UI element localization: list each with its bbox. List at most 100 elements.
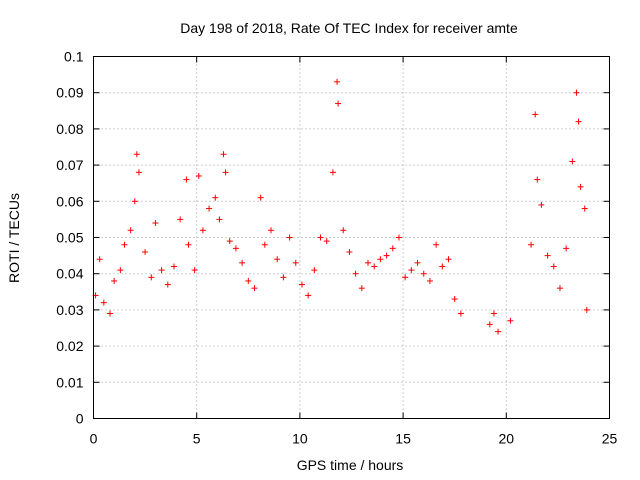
data-point: [127, 227, 134, 234]
data-point: [528, 241, 535, 248]
data-point: [239, 259, 246, 266]
data-point: [457, 310, 464, 317]
y-tick-label: 0.09: [56, 85, 83, 101]
data-point: [245, 277, 252, 284]
data-point: [420, 270, 427, 277]
data-point: [280, 274, 287, 281]
x-tick-label: 25: [602, 431, 618, 447]
data-point: [133, 151, 140, 158]
data-point: [206, 205, 213, 212]
y-tick-label: 0.08: [56, 121, 83, 137]
data-point: [195, 172, 202, 179]
data-point: [445, 256, 452, 263]
data-point: [329, 169, 336, 176]
data-point: [216, 216, 223, 223]
data-point: [170, 263, 177, 270]
y-tick-label: 0.06: [56, 193, 83, 209]
data-point: [408, 267, 415, 274]
data-point: [575, 118, 582, 125]
data-point: [298, 281, 305, 288]
data-point: [121, 241, 128, 248]
data-point: [534, 176, 541, 183]
y-tick-label: 0: [76, 411, 84, 427]
data-point: [257, 194, 264, 201]
data-point: [323, 238, 330, 245]
data-point: [486, 321, 493, 328]
data-point: [507, 317, 514, 324]
grid-lines: [93, 56, 610, 419]
data-point: [164, 281, 171, 288]
data-point: [96, 256, 103, 263]
data-point: [111, 277, 118, 284]
data-point: [538, 201, 545, 208]
data-point: [183, 176, 190, 183]
data-point: [199, 227, 206, 234]
data-point: [358, 285, 365, 292]
data-point: [395, 234, 402, 241]
data-point: [573, 89, 580, 96]
x-tick-label: 0: [90, 431, 98, 447]
data-point: [583, 306, 590, 313]
data-point: [191, 267, 198, 274]
axis-ticks: [93, 56, 610, 419]
y-tick-label: 0.03: [56, 302, 83, 318]
y-tick-label: 0.07: [56, 157, 83, 173]
data-point: [550, 263, 557, 270]
data-point: [371, 263, 378, 270]
data-point: [148, 274, 155, 281]
data-point: [142, 248, 149, 255]
data-point: [352, 270, 359, 277]
data-point: [212, 194, 219, 201]
data-point: [402, 274, 409, 281]
chart-title: Day 198 of 2018, Rate Of TEC Index for r…: [180, 20, 518, 36]
data-point: [556, 285, 563, 292]
data-point: [158, 267, 165, 274]
data-point: [220, 151, 227, 158]
y-tick-label: 0.01: [56, 374, 83, 390]
data-point: [451, 296, 458, 303]
data-point: [439, 263, 446, 270]
data-point: [532, 111, 539, 118]
y-tick-label: 0.04: [56, 266, 83, 282]
data-point: [490, 310, 497, 317]
data-point: [334, 78, 341, 85]
x-tick-label: 5: [193, 431, 201, 447]
y-tick-label: 0.1: [64, 49, 84, 65]
data-point: [414, 259, 421, 266]
data-point: [131, 198, 138, 205]
y-tick-label: 0.05: [56, 230, 83, 246]
data-point: [365, 259, 372, 266]
data-point: [383, 252, 390, 259]
data-point: [274, 256, 281, 263]
data-point: [185, 241, 192, 248]
data-point: [226, 238, 233, 245]
x-axis-tick-labels: 0 5 10 15 20 25: [90, 431, 618, 447]
data-point: [251, 285, 258, 292]
data-point: [433, 241, 440, 248]
y-tick-label: 0.02: [56, 338, 83, 354]
data-point: [135, 169, 142, 176]
x-axis-label: GPS time / hours: [297, 457, 404, 473]
data-point: [305, 292, 312, 299]
data-point: [232, 245, 239, 252]
data-point: [177, 216, 184, 223]
data-points: [92, 78, 590, 335]
data-point: [581, 205, 588, 212]
data-point: [261, 241, 268, 248]
data-point: [544, 252, 551, 259]
y-axis-tick-labels: 0 0.01 0.02 0.03 0.04 0.05 0.06 0.07 0.08 0.09 0.1: [56, 49, 83, 427]
data-point: [311, 267, 318, 274]
data-point: [389, 245, 396, 252]
data-point: [292, 259, 299, 266]
data-point: [107, 310, 114, 317]
data-point: [117, 267, 124, 274]
data-point: [426, 277, 433, 284]
x-tick-label: 20: [499, 431, 515, 447]
x-tick-label: 15: [395, 431, 411, 447]
data-point: [222, 169, 229, 176]
data-point: [335, 100, 342, 107]
data-point: [563, 245, 570, 252]
data-point: [377, 256, 384, 263]
data-point: [577, 183, 584, 190]
